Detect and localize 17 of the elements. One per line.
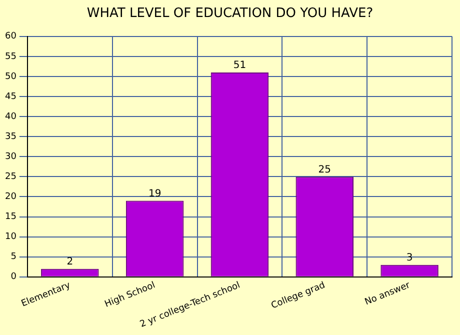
y-tick-label: 50 (5, 72, 17, 82)
y-tick-label: 45 (5, 92, 16, 102)
chart-title: WHAT LEVEL OF EDUCATION DO YOU HAVE? (86, 6, 374, 23)
y-tick-label: 55 (5, 52, 16, 62)
y-tick-label: 20 (5, 192, 17, 202)
data-label: 2 (66, 256, 74, 268)
y-tick-label: 10 (5, 232, 17, 242)
y-tick-label: 30 (5, 152, 17, 162)
y-tick-label: 25 (5, 172, 16, 182)
data-label: 51 (233, 60, 246, 72)
y-tick-label: 15 (5, 212, 16, 222)
y-tick-label: 60 (5, 32, 17, 42)
y-tick-label: 40 (5, 112, 17, 122)
data-label: 25 (318, 164, 332, 176)
y-tick-label: 5 (10, 252, 16, 262)
y-tick-label: 35 (5, 132, 16, 142)
y-tick-label: 0 (10, 272, 17, 282)
